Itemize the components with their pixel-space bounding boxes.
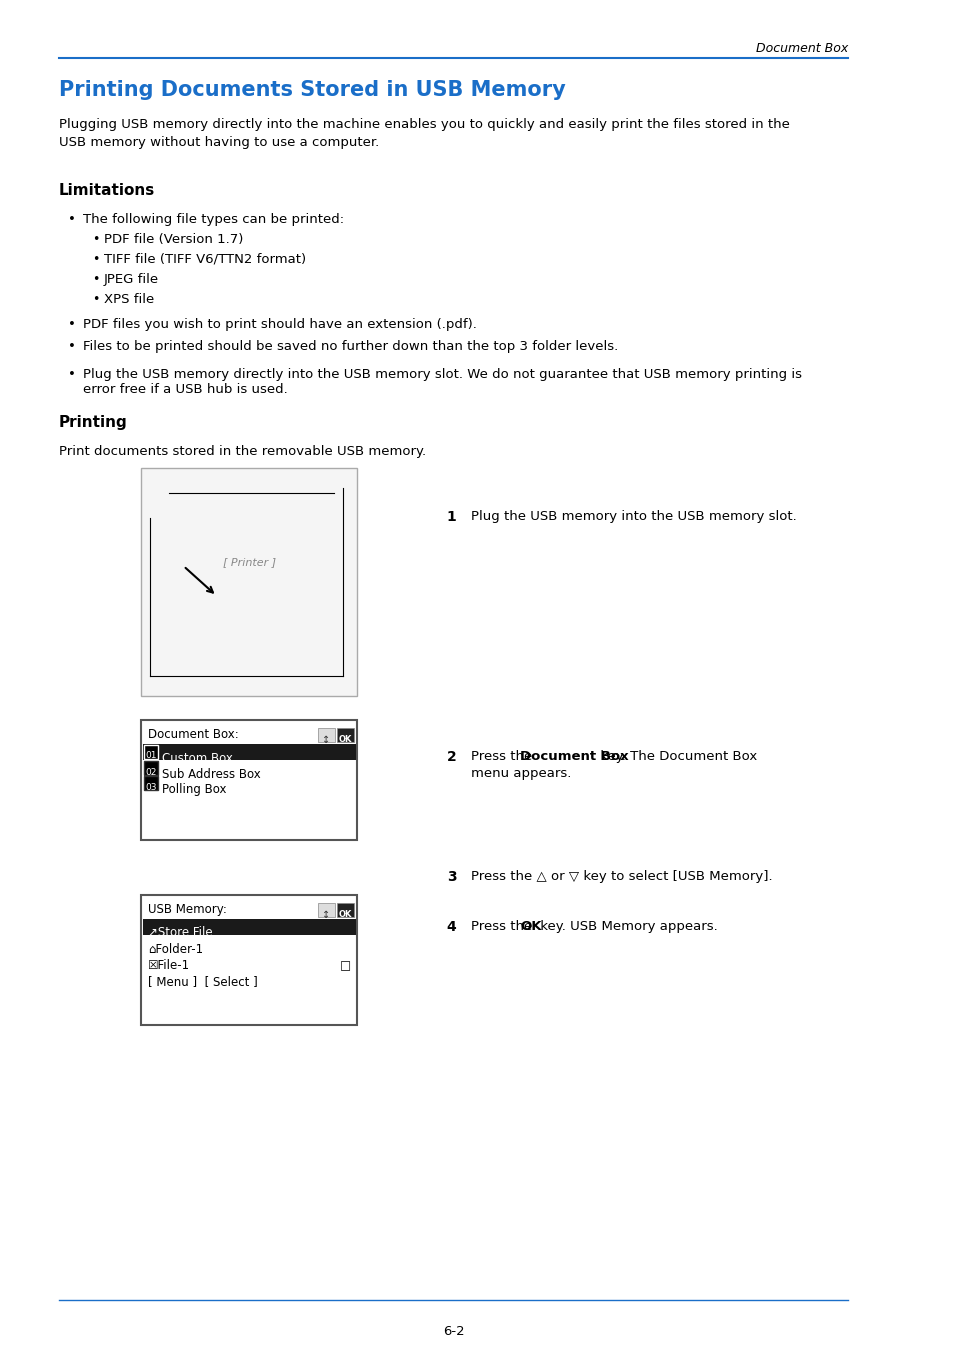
Text: 01: 01 [145,752,156,760]
Text: OK: OK [338,910,352,919]
Text: Press the: Press the [470,919,536,933]
Text: ⌂Folder-1: ⌂Folder-1 [148,944,203,956]
Text: ☒File-1: ☒File-1 [148,958,191,972]
FancyBboxPatch shape [336,903,354,917]
Text: Document Box: Document Box [755,42,847,55]
Text: Plug the USB memory into the USB memory slot.: Plug the USB memory into the USB memory … [470,510,796,522]
Text: ↕: ↕ [322,734,330,745]
Text: •: • [92,252,99,266]
Text: 6-2: 6-2 [442,1324,464,1338]
Text: •: • [69,340,76,352]
Text: OK: OK [519,919,541,933]
Text: ↕: ↕ [322,910,330,919]
Text: •: • [69,319,76,331]
Text: 4: 4 [446,919,456,934]
Text: •: • [92,234,99,246]
Text: Press the △ or ▽ key to select [USB Memory].: Press the △ or ▽ key to select [USB Memo… [470,869,771,883]
Text: menu appears.: menu appears. [470,767,570,780]
FancyBboxPatch shape [140,468,357,697]
FancyBboxPatch shape [144,776,157,790]
FancyBboxPatch shape [317,728,335,743]
Text: 03: 03 [145,783,156,792]
FancyBboxPatch shape [142,744,355,760]
Text: 2: 2 [446,751,456,764]
Text: □: □ [340,958,351,972]
FancyBboxPatch shape [140,720,357,840]
Text: •: • [69,213,76,225]
Text: Plugging USB memory directly into the machine enables you to quickly and easily : Plugging USB memory directly into the ma… [59,117,789,148]
Text: USB Memory:: USB Memory: [148,903,227,917]
Text: Document Box:: Document Box: [148,728,239,741]
FancyBboxPatch shape [317,903,335,917]
Text: Sub Address Box: Sub Address Box [161,768,260,782]
FancyBboxPatch shape [144,761,157,775]
Text: Printing: Printing [59,414,128,431]
Text: key. USB Memory appears.: key. USB Memory appears. [536,919,718,933]
Text: OK: OK [338,734,352,744]
Text: key. The Document Box: key. The Document Box [596,751,757,763]
Text: The following file types can be printed:: The following file types can be printed: [83,213,343,225]
Text: 3: 3 [446,869,456,884]
FancyBboxPatch shape [142,919,355,936]
Text: Limitations: Limitations [59,184,155,198]
Text: •: • [92,293,99,306]
Text: Files to be printed should be saved no further down than the top 3 folder levels: Files to be printed should be saved no f… [83,340,618,352]
Text: 1: 1 [446,510,456,524]
Text: •: • [92,273,99,286]
Text: Press the: Press the [470,751,536,763]
FancyBboxPatch shape [336,728,354,743]
Text: Document Box: Document Box [519,751,628,763]
Text: JPEG file: JPEG file [104,273,158,286]
Text: [ Printer ]: [ Printer ] [222,558,275,567]
Text: ↗Store File: ↗Store File [148,926,213,940]
Text: XPS file: XPS file [104,293,153,306]
Text: Plug the USB memory directly into the USB memory slot. We do not guarantee that : Plug the USB memory directly into the US… [83,369,801,396]
Text: Print documents stored in the removable USB memory.: Print documents stored in the removable … [59,446,426,458]
Text: •: • [69,369,76,381]
FancyBboxPatch shape [144,745,157,759]
FancyBboxPatch shape [140,895,357,1025]
Text: PDF file (Version 1.7): PDF file (Version 1.7) [104,234,243,246]
Text: TIFF file (TIFF V6/TTN2 format): TIFF file (TIFF V6/TTN2 format) [104,252,305,266]
Text: Custom Box: Custom Box [161,752,233,764]
Text: PDF files you wish to print should have an extension (.pdf).: PDF files you wish to print should have … [83,319,477,331]
Text: Polling Box: Polling Box [161,783,226,796]
Text: Printing Documents Stored in USB Memory: Printing Documents Stored in USB Memory [59,80,565,100]
Text: [ Menu ]  [ Select ]: [ Menu ] [ Select ] [148,975,257,988]
Text: 02: 02 [145,768,156,778]
